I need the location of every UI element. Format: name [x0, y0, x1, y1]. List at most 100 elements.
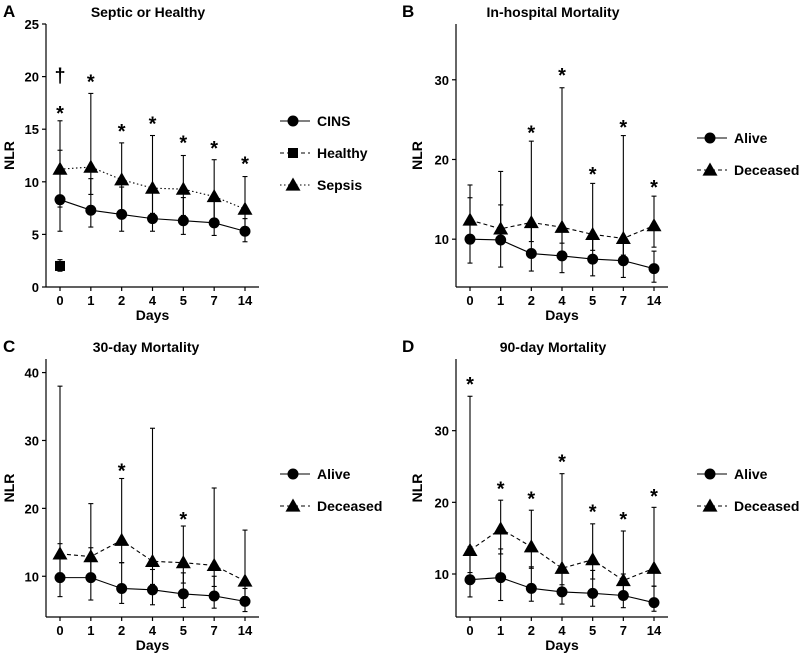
panel-a-cins-point: [147, 213, 158, 225]
panel-c-x-tick-label: 4: [149, 623, 157, 638]
panel-c-alive-point: [177, 588, 189, 600]
panel-c-x-axis-title: Days: [136, 637, 170, 653]
panel-c-title: 30-day Mortality: [93, 339, 200, 355]
panel-d-alive-point: [648, 597, 660, 609]
panel-a-legend-label: Sepsis: [317, 177, 362, 193]
panel-a-sepsis-point: [237, 201, 253, 215]
panel-c-legend: Alive Deceased: [280, 466, 382, 514]
panel-d: D 90-day Mortality 10 20 30 0 1 2 4 5 7 14 Days NLR * *…: [402, 337, 799, 653]
panel-a-sepsis-point: [175, 181, 191, 195]
panel-c: C 30-day Mortality 10 20 30 40 0 1 2 4 5 7 14 Days NLR…: [1, 337, 382, 653]
panel-d-significance-mark: *: [527, 489, 535, 511]
panel-c-y-axis-title: NLR: [1, 474, 17, 503]
panel-d-y-tick-label: 20: [435, 495, 449, 510]
panel-a-healthy-series: [55, 259, 65, 272]
panel-c-x-tick-label: 7: [211, 623, 218, 638]
panel-a-significance-mark: *: [149, 114, 157, 136]
panel-b-legend-label: Alive: [734, 130, 768, 146]
panel-b-deceased-series: [462, 87, 662, 256]
panel-b-x-axis-title: Days: [545, 307, 579, 323]
panel-a-cins-point: [85, 204, 97, 216]
panel-d-x-axis-title: Days: [545, 637, 579, 653]
panel-c-x-tick-label: 0: [56, 623, 63, 638]
panel-b-alive-point: [556, 250, 568, 262]
panel-b-deceased-point: [615, 230, 631, 245]
panel-c-alive-point: [239, 595, 251, 607]
panel-b-letter: B: [402, 2, 414, 21]
panel-c-y-tick-label: 30: [25, 433, 39, 448]
panel-a-x-tick-label: 1: [87, 293, 94, 308]
panel-b-y-tick-label: 30: [435, 73, 449, 88]
panel-c-y-tick-label: 20: [25, 501, 39, 516]
panel-a-legend-key-triangle: [285, 177, 301, 191]
panel-d-deceased-point: [493, 521, 509, 535]
panel-b-alive-point: [587, 253, 599, 265]
panel-a-significance-mark: *: [241, 154, 249, 176]
panel-a-y-axis-title: NLR: [1, 141, 17, 170]
panel-d-deceased-point: [646, 560, 662, 574]
panel-b-alive-point: [617, 255, 629, 267]
panel-a-healthy-point: [55, 260, 65, 271]
panel-c-legend-key-triangle: [285, 498, 301, 512]
panel-a-cins-point: [177, 215, 189, 227]
panel-a-y-tick-label: 25: [25, 17, 39, 32]
panel-a-y-tick-label: 15: [25, 122, 39, 137]
panel-c-deceased-point: [206, 557, 222, 572]
panel-a-title: Septic or Healthy: [91, 4, 206, 20]
panel-c-deceased-point: [114, 532, 130, 546]
panel-b-deceased-point: [646, 218, 662, 232]
panel-d-alive-point: [495, 572, 507, 584]
panel-d-legend-label: Deceased: [734, 498, 799, 514]
panel-c-legend-label: Alive: [317, 466, 351, 482]
panel-b-significance-mark: *: [619, 117, 627, 139]
panel-a-y-tick-label: 0: [32, 280, 39, 295]
panel-a-x-tick-label: 7: [211, 293, 218, 308]
panel-a-legend-label: Healthy: [317, 145, 368, 161]
panel-a-sepsis-series: [52, 92, 253, 231]
panel-b-deceased-point: [554, 219, 570, 233]
panel-b-x-tick-label: 1: [497, 293, 504, 308]
panel-d-significance-mark: *: [650, 486, 658, 508]
panel-a-x-tick-label: 0: [56, 293, 63, 308]
panel-d-deceased-point: [585, 552, 601, 566]
panel-a-legend-key-square: [288, 148, 298, 158]
panel-b-y-tick-label: 20: [435, 152, 449, 167]
panel-a-legend: CINS Healthy Sepsis: [280, 113, 368, 193]
panel-a-legend-label: CINS: [317, 113, 350, 129]
panel-b-alive-point: [648, 263, 660, 275]
panel-c-alive-point: [85, 572, 97, 584]
panel-b-alive-point: [525, 248, 537, 260]
panel-b-y-axis-title: NLR: [409, 141, 425, 170]
panel-d-x-tick-label: 5: [589, 623, 596, 638]
panel-a-letter: A: [3, 2, 15, 21]
panel-b-legend-key-circle: [704, 132, 716, 144]
panel-b-significance-mark: *: [527, 123, 535, 145]
panel-c-x-tick-label: 14: [238, 623, 253, 638]
panel-d-deceased-point: [523, 539, 539, 553]
panel-d-y-tick-label: 10: [435, 567, 449, 582]
panel-c-deceased-point: [83, 549, 99, 563]
panel-d-deceased-point: [615, 572, 631, 587]
panel-c-alive-point: [54, 572, 66, 584]
panel-d-alive-point: [556, 586, 568, 598]
panel-a-x-tick-label: 5: [180, 293, 187, 308]
panel-d-deceased-point: [554, 560, 570, 574]
panel-a-significance-mark: *: [179, 133, 187, 155]
panel-c-alive-point: [116, 582, 128, 594]
panel-d-significance-mark: *: [619, 509, 627, 531]
panel-b-legend-key-triangle: [702, 162, 718, 176]
panel-c-alive-point: [147, 584, 158, 596]
panel-a-sepsis-point: [83, 159, 99, 173]
panel-a-sepsis-point: [145, 180, 160, 194]
panel-c-x-tick-label: 5: [180, 623, 187, 638]
panel-c-alive-series: [54, 543, 251, 613]
panel-d-significance-mark: *: [466, 374, 474, 396]
panel-c-x-tick-label: 2: [118, 623, 125, 638]
panel-a-significance-mark: *: [118, 121, 126, 143]
panel-b-x-tick-label: 5: [589, 293, 596, 308]
panel-b: B In-hospital Mortality 10 20 30 0 1 2 4 5 7 14 Days…: [402, 2, 799, 323]
panel-a-y-tick-label: 5: [32, 227, 39, 242]
panel-a-sepsis-point: [206, 189, 222, 203]
panel-a-legend-key-circle: [287, 115, 299, 127]
panel-b-x-tick-label: 2: [528, 293, 535, 308]
